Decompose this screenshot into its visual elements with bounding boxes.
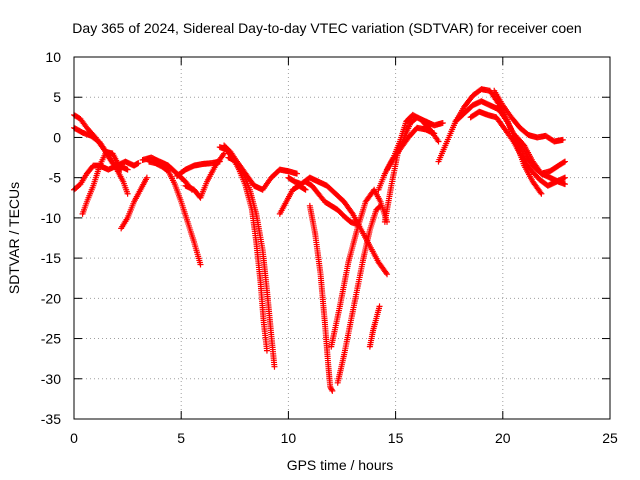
series-arc-e — [118, 174, 150, 232]
series-arc-k — [221, 142, 278, 370]
y-tick-label: 10 — [45, 49, 61, 65]
y-tick-label: 5 — [53, 89, 61, 105]
data-point-marker — [329, 387, 336, 394]
series-arc-v — [384, 111, 442, 173]
series-arc-s — [366, 303, 383, 350]
data-point-marker — [561, 158, 568, 165]
series-arc-q — [334, 202, 384, 386]
data-point-marker — [143, 174, 150, 181]
x-tick-label: 15 — [388, 430, 404, 446]
data-point-marker — [559, 136, 566, 143]
x-tick-label: 0 — [70, 430, 78, 446]
data-point-marker — [537, 189, 544, 196]
axis-ticks — [73, 56, 611, 420]
data-points — [71, 86, 568, 394]
y-tick-label: -20 — [41, 290, 61, 306]
data-point-marker — [435, 138, 442, 145]
y-axis-label: SDTVAR / TECUs — [6, 182, 22, 294]
data-point-marker — [560, 159, 567, 166]
y-tick-label: -5 — [49, 170, 62, 186]
data-point-marker — [124, 190, 131, 197]
data-point-marker — [135, 160, 142, 167]
data-point-marker — [220, 151, 227, 158]
x-tick-label: 20 — [495, 430, 511, 446]
y-axis-tick-labels: 10 5 0 -5 -10 -15 -20 -25 -30 -35 — [41, 49, 61, 427]
data-point-marker — [197, 261, 204, 268]
x-axis-label: GPS time / hours — [287, 457, 394, 473]
series-arc-z — [491, 87, 566, 145]
x-tick-label: 5 — [177, 430, 185, 446]
series-arc-n — [285, 174, 391, 278]
series-arc-g — [146, 158, 204, 268]
data-point-marker — [439, 119, 446, 126]
series-arc-aa — [512, 132, 568, 177]
y-tick-label: 0 — [53, 129, 61, 145]
plot-frame — [73, 56, 611, 420]
y-tick-label: -25 — [41, 331, 61, 347]
series-arc-d — [79, 148, 131, 217]
y-tick-label: -15 — [41, 250, 61, 266]
chart-title: Day 365 of 2024, Sidereal Day-to-day VTE… — [72, 20, 581, 36]
data-point-marker — [293, 170, 300, 177]
x-tick-label: 25 — [602, 430, 618, 446]
x-tick-label: 10 — [281, 430, 297, 446]
data-point-marker — [384, 271, 391, 278]
y-tick-label: -10 — [41, 210, 61, 226]
data-point-marker — [328, 386, 335, 393]
data-point-marker — [561, 174, 568, 181]
series-arc-p — [306, 202, 336, 394]
data-point-marker — [376, 303, 383, 310]
data-point-marker — [271, 363, 278, 370]
series-arc-l — [225, 154, 300, 193]
y-tick-label: -30 — [41, 371, 61, 387]
data-point-marker — [124, 166, 131, 173]
series-arc-y — [467, 108, 568, 189]
data-point-marker — [538, 190, 545, 197]
data-point-marker — [348, 209, 355, 216]
series-arc-o — [302, 178, 361, 228]
series-arc-c — [71, 158, 142, 193]
data-point-marker — [383, 269, 390, 276]
y-tick-label: -35 — [41, 411, 61, 427]
data-point-marker — [561, 181, 568, 188]
x-axis-tick-labels: 0 5 10 15 20 25 — [70, 430, 618, 446]
series-arc-r — [328, 186, 391, 350]
data-point-marker — [263, 347, 270, 354]
data-point-marker — [302, 186, 309, 193]
series-arc-i — [182, 150, 228, 201]
